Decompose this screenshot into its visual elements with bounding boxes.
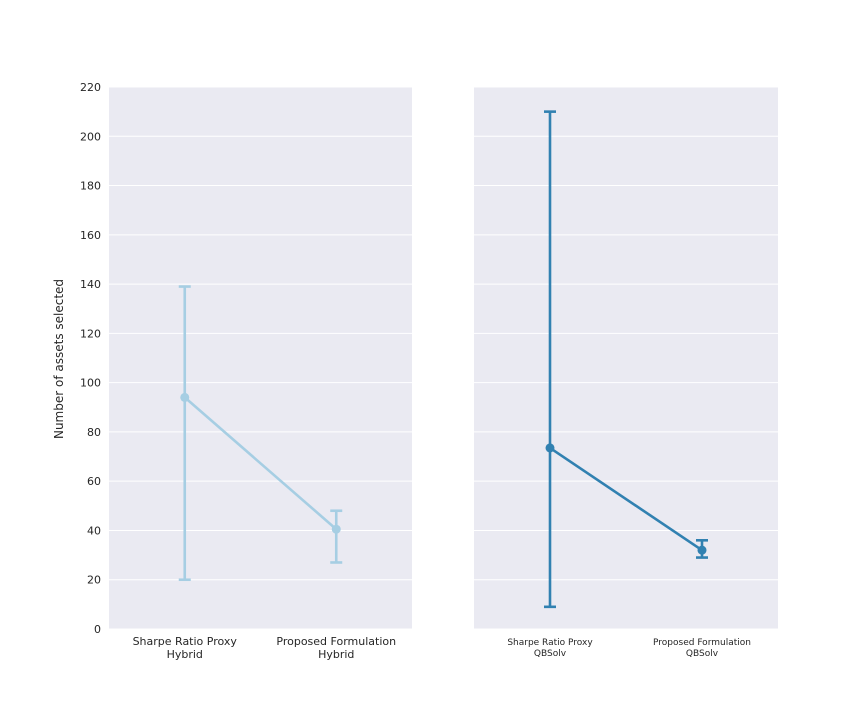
data-point: [697, 545, 707, 555]
x-tick-label: QBSolv: [686, 649, 719, 659]
y-tick-label: 20: [87, 574, 101, 587]
y-tick-label: 180: [80, 180, 101, 193]
x-tick-label: Hybrid: [167, 648, 203, 661]
y-tick-label: 160: [80, 229, 101, 242]
data-point: [545, 443, 555, 453]
y-tick-label: 200: [80, 130, 101, 143]
y-tick-label: 80: [87, 426, 101, 439]
data-point: [180, 392, 190, 402]
y-tick-label: 120: [80, 327, 101, 340]
x-tick-label: Hybrid: [318, 648, 354, 661]
x-tick-label: Sharpe Ratio Proxy: [133, 635, 238, 648]
series-line: [549, 446, 703, 552]
plot-background: [109, 87, 412, 629]
y-tick-label: 140: [80, 278, 101, 291]
y-tick-label: 220: [80, 81, 101, 94]
data-point: [331, 524, 341, 534]
y-tick-label: 0: [94, 623, 101, 636]
series-line: [183, 396, 338, 531]
y-tick-label: 100: [80, 377, 101, 390]
y-tick-label: 60: [87, 475, 101, 488]
x-tick-label: Sharpe Ratio Proxy: [507, 638, 593, 648]
x-tick-label: QBSolv: [534, 649, 567, 659]
plot-background: [474, 87, 778, 629]
x-tick-label: Proposed Formulation: [276, 635, 396, 648]
x-tick-label: Proposed Formulation: [653, 638, 751, 648]
y-tick-label: 40: [87, 524, 101, 537]
left-panel-hybrid: 0 20 40 60 80 100 120 140 160 180 200 220 Sharpe Rat…: [80, 81, 412, 661]
y-axis-label: Number of assets selected: [52, 279, 66, 439]
